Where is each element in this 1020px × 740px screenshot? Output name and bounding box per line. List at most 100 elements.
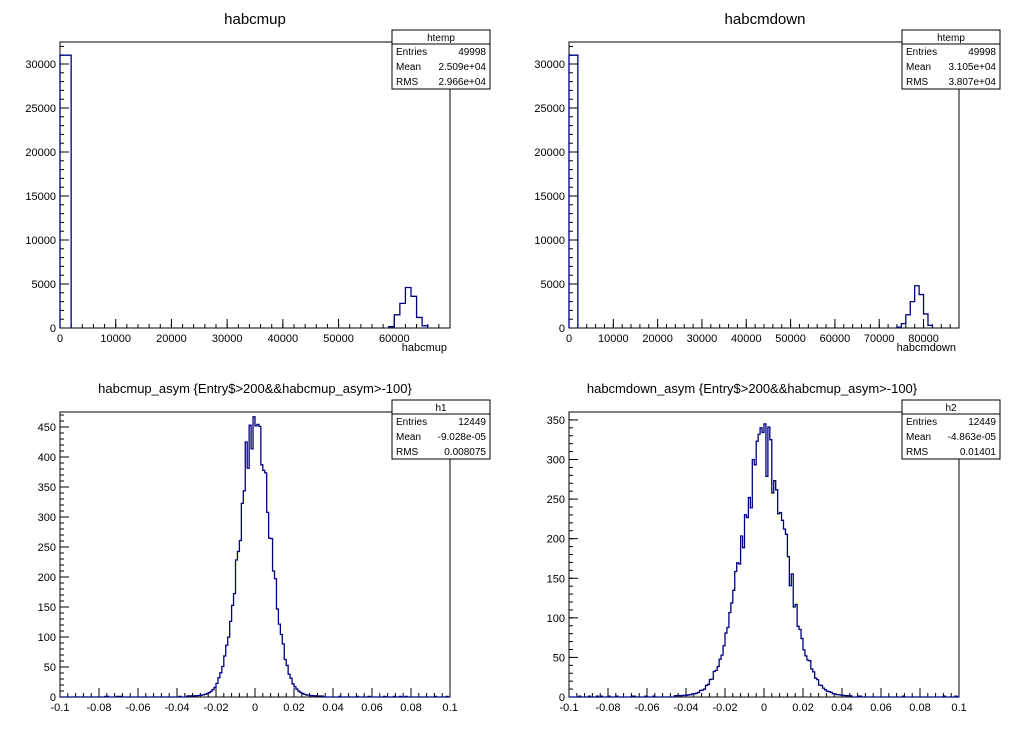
stats-row-label: RMS	[906, 447, 929, 458]
y-tick-label: 0	[559, 323, 565, 335]
pad-habcmup: habcmup habcmup	[224, 11, 447, 354]
y-tick-label: 0	[559, 692, 565, 704]
histogram-chart: 0 5000 10000 15000 20000 25000 30000 0 10000 2000…	[25, 29, 491, 345]
stats-row-label: Mean	[906, 432, 931, 443]
x-tick-label: 0.04	[322, 702, 343, 714]
x-tick-label: -0.06	[125, 702, 150, 714]
y-tick-label: 15000	[534, 191, 565, 203]
y-tick-label: 30000	[534, 59, 565, 71]
x-tick-label: 70000	[864, 333, 895, 345]
x-tick-label: 0.04	[831, 702, 852, 714]
y-tick-label: 10000	[534, 235, 565, 247]
x-tick-label: 60000	[379, 333, 410, 345]
stats-box: h1 Entries 12449 Mean -9.028e-05 RMS 0.008075	[391, 399, 491, 460]
x-tick-label: 40000	[268, 333, 299, 345]
x-tick-label: 0	[566, 333, 572, 345]
y-tick-label: 300	[38, 512, 56, 524]
y-tick-label: 450	[38, 422, 56, 434]
pad-habcmup-asym: habcmup_asym {Entry$>200&&habcmup_asym>-…	[98, 381, 412, 396]
y-tick-label: 100	[547, 613, 565, 625]
stats-box: h2 Entries 12449 Mean -4.863e-05 RMS 0.01401	[901, 399, 1001, 460]
x-tick-label: 0.1	[442, 702, 457, 714]
stats-row-value: 3.807e+04	[948, 77, 996, 88]
y-tick-label: 0	[50, 692, 56, 704]
y-tick-label: 50	[44, 662, 56, 674]
x-tick-label: 30000	[687, 333, 718, 345]
x-tick-label: -0.02	[712, 702, 737, 714]
stats-row-label: Mean	[396, 62, 421, 73]
stats-box-frame	[391, 399, 491, 460]
stats-row-value: 49998	[968, 47, 996, 58]
plot-frame	[568, 411, 960, 698]
x-tick-label: 0	[252, 702, 258, 714]
x-tick-label: 10000	[598, 333, 629, 345]
x-tick-label: 40000	[731, 333, 762, 345]
stats-row-label: Entries	[906, 417, 937, 428]
chart-title: habcmup_asym {Entry$>200&&habcmup_asym>-…	[98, 381, 412, 396]
stats-row-value: 2.966e+04	[438, 77, 486, 88]
x-tick-label: -0.1	[560, 702, 579, 714]
stats-row-value: 0.01401	[960, 447, 997, 458]
x-axis-label: habcmup	[402, 342, 447, 354]
stats-row-value: 12449	[458, 417, 486, 428]
y-tick-label: 100	[38, 632, 56, 644]
plot-frame	[568, 41, 960, 329]
y-tick-label: 5000	[32, 279, 56, 291]
x-tick-label: 0	[761, 702, 767, 714]
y-tick-label: 400	[38, 452, 56, 464]
stats-row-value: 2.509e+04	[438, 62, 486, 73]
y-tick-label: 10000	[25, 235, 56, 247]
stats-row-value: 49998	[458, 47, 486, 58]
x-tick-label: 0.08	[909, 702, 930, 714]
histogram-chart: 0 50 100 150 200 250 300 350 -0.1 -0.08 -0.06 -0.04…	[547, 399, 1001, 714]
stats-box-name: h2	[945, 403, 957, 414]
y-tick-label: 15000	[25, 191, 56, 203]
stats-box-frame	[901, 29, 1001, 90]
pad-habcmdown-asym: habcmdown_asym {Entry$>200&&habcmup_asym…	[587, 381, 918, 396]
y-tick-label: 25000	[25, 103, 56, 115]
chart-title: habcmup	[224, 11, 286, 28]
x-tick-label: 0.06	[361, 702, 382, 714]
stats-row-label: RMS	[396, 447, 419, 458]
pad-habcmdown: habcmdown habcmdown	[725, 11, 956, 354]
stats-box-name: htemp	[937, 33, 965, 44]
x-tick-label: -0.1	[51, 702, 70, 714]
stats-row-label: RMS	[396, 77, 419, 88]
x-tick-label: 50000	[775, 333, 806, 345]
x-tick-label: -0.02	[203, 702, 228, 714]
y-tick-label: 250	[547, 494, 565, 506]
x-tick-label: -0.08	[86, 702, 111, 714]
stats-row-value: -4.863e-05	[948, 432, 997, 443]
x-tick-label: 0.02	[792, 702, 813, 714]
x-tick-label: 50000	[323, 333, 354, 345]
x-tick-label: 20000	[156, 333, 187, 345]
x-axis-label: habcmdown	[897, 342, 956, 354]
stats-row-label: Mean	[396, 432, 421, 443]
stats-row-value: -9.028e-05	[438, 432, 487, 443]
y-tick-label: 30000	[25, 59, 56, 71]
y-tick-label: 150	[38, 602, 56, 614]
chart-title: habcmdown_asym {Entry$>200&&habcmup_asym…	[587, 381, 918, 396]
x-tick-label: 80000	[908, 333, 939, 345]
x-tick-label: -0.08	[595, 702, 620, 714]
stats-row-value: 3.105e+04	[948, 62, 996, 73]
x-tick-label: 0.1	[951, 702, 966, 714]
y-tick-label: 20000	[25, 147, 56, 159]
chart-title: habcmdown	[725, 11, 806, 28]
y-tick-label: 20000	[534, 147, 565, 159]
y-tick-label: 200	[38, 572, 56, 584]
y-tick-label: 50	[553, 652, 565, 664]
x-tick-label: 10000	[100, 333, 131, 345]
x-tick-label: -0.04	[673, 702, 698, 714]
x-tick-label: -0.04	[164, 702, 189, 714]
y-tick-label: 250	[38, 542, 56, 554]
x-tick-label: 20000	[642, 333, 673, 345]
y-tick-label: 350	[547, 415, 565, 427]
histogram-series	[568, 54, 934, 328]
y-tick-label: 25000	[534, 103, 565, 115]
y-tick-label: 350	[38, 482, 56, 494]
histogram-series	[59, 54, 429, 328]
x-tick-label: 0.08	[400, 702, 421, 714]
x-tick-label: 30000	[212, 333, 243, 345]
